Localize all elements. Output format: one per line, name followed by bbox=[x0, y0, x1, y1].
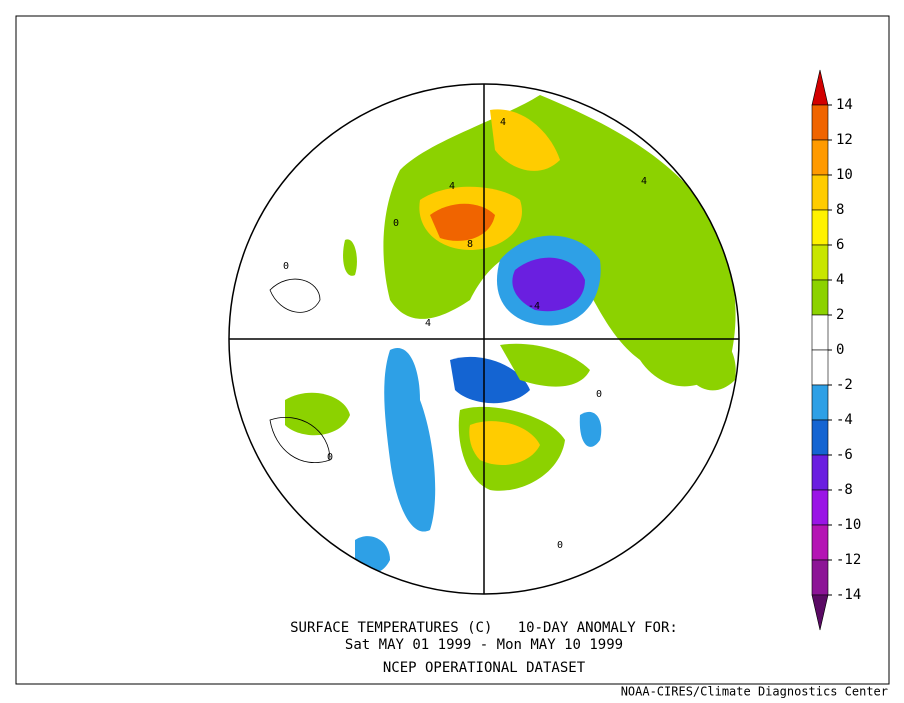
contour-label: 8 bbox=[467, 239, 473, 250]
contour-label: 4 bbox=[641, 176, 647, 187]
colorbar-label: 6 bbox=[836, 237, 844, 253]
colorbar-label: -10 bbox=[836, 517, 861, 533]
colorbar-bin bbox=[811, 349, 829, 386]
colorbar-bin bbox=[811, 104, 829, 141]
colorbar-bin bbox=[811, 489, 829, 526]
colorbar-label: 12 bbox=[836, 132, 853, 148]
colorbar-bin bbox=[811, 454, 829, 491]
warm-area bbox=[469, 421, 540, 465]
cold-area bbox=[384, 348, 436, 532]
colorbar-bin bbox=[811, 419, 829, 456]
contour-label: -4 bbox=[528, 301, 540, 312]
colorbar-bin bbox=[811, 559, 829, 596]
colorbar-label: 0 bbox=[836, 342, 844, 358]
colorbar-label: 8 bbox=[836, 202, 844, 218]
contour-label: 0 bbox=[557, 540, 563, 551]
colorbar-label: -4 bbox=[836, 412, 853, 428]
colorbar-label: 14 bbox=[836, 97, 853, 113]
colorbar-bin bbox=[811, 139, 829, 176]
colorbar-bin bbox=[811, 209, 829, 246]
colorbar-cap bbox=[811, 594, 829, 631]
colorbar-label: 4 bbox=[836, 272, 844, 288]
colorbar-label: 2 bbox=[836, 307, 844, 323]
colorbar-bin bbox=[811, 524, 829, 561]
colorbar-label: -8 bbox=[836, 482, 853, 498]
colorbar-bin bbox=[811, 314, 829, 351]
colorbar-label: -14 bbox=[836, 587, 861, 603]
colorbar-label: -2 bbox=[836, 377, 853, 393]
credit: NOAA-CIRES/Climate Diagnostics Center bbox=[621, 685, 888, 699]
contour-label: 0 bbox=[327, 452, 333, 463]
warm-area bbox=[430, 203, 495, 241]
contour-label: 0 bbox=[596, 389, 602, 400]
colorbar: 14 12 10 8 6 4 2 0 -2 -4 -6 -8 -10 -12 -14 bbox=[811, 69, 861, 631]
warm-area bbox=[680, 328, 736, 391]
cold-area bbox=[579, 411, 602, 447]
cold-area bbox=[512, 257, 585, 312]
contour-label: 4 bbox=[500, 117, 506, 128]
colorbar-bin bbox=[811, 174, 829, 211]
colorbar-bin bbox=[811, 279, 829, 316]
contour-label: 0 bbox=[283, 261, 289, 272]
title: SURFACE TEMPERATURES (C) 10-DAY ANOMALY … bbox=[290, 620, 678, 636]
colorbar-label: 10 bbox=[836, 167, 853, 183]
warm-area bbox=[343, 239, 357, 276]
warm-area bbox=[500, 343, 590, 387]
colorbar-label: -6 bbox=[836, 447, 853, 463]
dataset: NCEP OPERATIONAL DATASET bbox=[383, 660, 586, 676]
colorbar-bin bbox=[811, 384, 829, 421]
cold-area bbox=[450, 356, 530, 404]
colorbar-bin bbox=[811, 244, 829, 281]
contour bbox=[269, 278, 331, 463]
colorbar-label: -12 bbox=[836, 552, 861, 568]
contour-label: 4 bbox=[425, 318, 431, 329]
contour-label: 4 bbox=[449, 181, 455, 192]
subtitle: Sat MAY 01 1999 - Mon MAY 10 1999 bbox=[345, 637, 623, 653]
contour-label: 0 bbox=[393, 218, 399, 229]
warm-area bbox=[490, 109, 560, 171]
warm-area bbox=[285, 392, 350, 436]
contour-labels: 4 4 8 0 -4 4 4 0 0 0 0 bbox=[283, 117, 647, 551]
